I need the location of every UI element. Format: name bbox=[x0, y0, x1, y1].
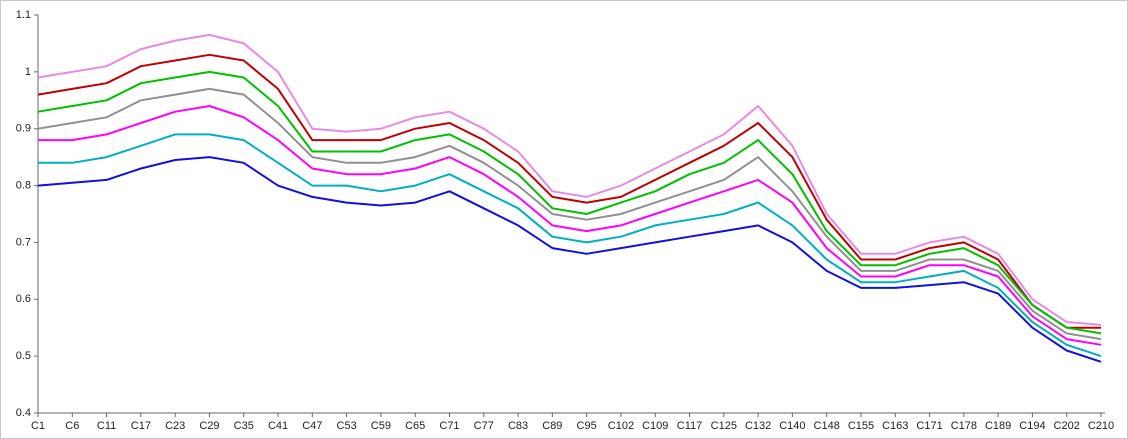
x-tick-label: C53 bbox=[337, 420, 357, 432]
x-tick-label: C95 bbox=[577, 420, 597, 432]
x-tick-label: C6 bbox=[65, 420, 79, 432]
x-tick-label: C140 bbox=[779, 420, 805, 432]
x-tick-label: C125 bbox=[711, 420, 737, 432]
x-tick-label: C1 bbox=[31, 420, 45, 432]
x-tick-label: C41 bbox=[268, 420, 288, 432]
series-line bbox=[38, 133, 1102, 358]
x-tick-label: C23 bbox=[165, 420, 185, 432]
x-tick-label: C109 bbox=[642, 420, 668, 432]
x-tick-label: C202 bbox=[1054, 420, 1080, 432]
x-tick-label: C102 bbox=[608, 420, 634, 432]
y-tick-label: 0.8 bbox=[16, 179, 31, 191]
series-line bbox=[37, 156, 1102, 363]
x-tick-label: C194 bbox=[1019, 420, 1045, 432]
x-tick-label: C59 bbox=[371, 420, 391, 432]
y-tick-label: 0.9 bbox=[16, 123, 31, 135]
series-line bbox=[38, 105, 1102, 346]
x-tick-label: C35 bbox=[234, 420, 254, 432]
x-tick-label: C117 bbox=[677, 420, 702, 432]
series-line bbox=[37, 53, 1101, 329]
x-tick-label: C65 bbox=[405, 420, 425, 432]
x-tick-label: C171 bbox=[916, 420, 942, 432]
x-tick-label: C210 bbox=[1088, 420, 1114, 432]
x-tick-label: C189 bbox=[985, 420, 1011, 432]
series-line bbox=[37, 33, 1102, 326]
series-line bbox=[37, 87, 1102, 341]
x-tick-label: C89 bbox=[542, 420, 562, 432]
x-tick-label: C29 bbox=[199, 420, 219, 432]
y-tick-label: 0.5 bbox=[16, 350, 31, 362]
x-tick-label: C17 bbox=[131, 420, 151, 432]
x-tick-label: C155 bbox=[848, 420, 874, 432]
series-line bbox=[37, 70, 1102, 335]
x-tick-label: C83 bbox=[508, 420, 528, 432]
x-tick-label: C178 bbox=[951, 420, 977, 432]
y-tick-label: 0.4 bbox=[16, 407, 31, 419]
y-tick-label: 0.6 bbox=[16, 293, 31, 305]
x-tick-label: C148 bbox=[814, 420, 840, 432]
x-tick-label: C71 bbox=[439, 420, 459, 432]
y-tick-label: 1.1 bbox=[16, 9, 31, 21]
x-tick-label: C47 bbox=[302, 420, 322, 432]
x-tick-label: C11 bbox=[97, 420, 116, 432]
y-tick-label: 0.7 bbox=[16, 236, 31, 248]
y-tick-label: 1 bbox=[25, 66, 31, 78]
x-tick-label: C163 bbox=[882, 420, 908, 432]
x-tick-label: C132 bbox=[745, 420, 771, 432]
x-tick-label: C77 bbox=[474, 420, 494, 432]
